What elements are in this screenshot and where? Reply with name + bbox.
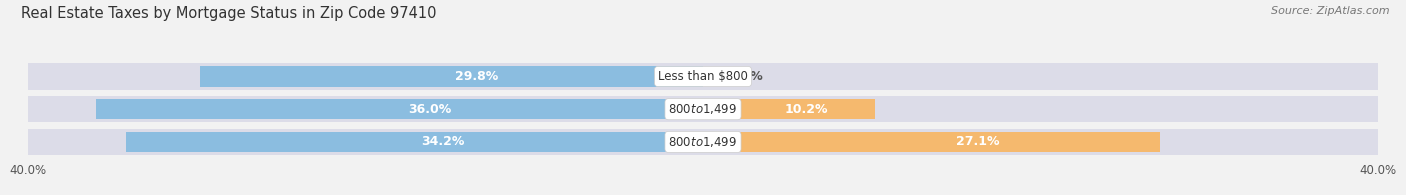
Text: $800 to $1,499: $800 to $1,499 xyxy=(668,102,738,116)
Text: 29.8%: 29.8% xyxy=(456,70,498,83)
Bar xyxy=(703,63,1378,90)
Bar xyxy=(703,96,1378,122)
Text: Less than $800: Less than $800 xyxy=(658,70,748,83)
Text: 27.1%: 27.1% xyxy=(956,135,1000,148)
Bar xyxy=(703,129,1378,155)
Text: Source: ZipAtlas.com: Source: ZipAtlas.com xyxy=(1271,6,1389,16)
Bar xyxy=(96,99,703,119)
Bar xyxy=(28,63,703,90)
Text: 0.0%: 0.0% xyxy=(728,70,763,83)
Bar xyxy=(28,96,703,122)
Bar xyxy=(703,99,875,119)
Text: 10.2%: 10.2% xyxy=(785,103,828,116)
Bar xyxy=(200,66,703,87)
Bar xyxy=(127,132,703,152)
Bar xyxy=(28,129,703,155)
Text: 36.0%: 36.0% xyxy=(408,103,451,116)
Text: 34.2%: 34.2% xyxy=(422,135,465,148)
Text: Real Estate Taxes by Mortgage Status in Zip Code 97410: Real Estate Taxes by Mortgage Status in … xyxy=(21,6,437,21)
Bar xyxy=(703,132,1160,152)
Text: $800 to $1,499: $800 to $1,499 xyxy=(668,135,738,149)
